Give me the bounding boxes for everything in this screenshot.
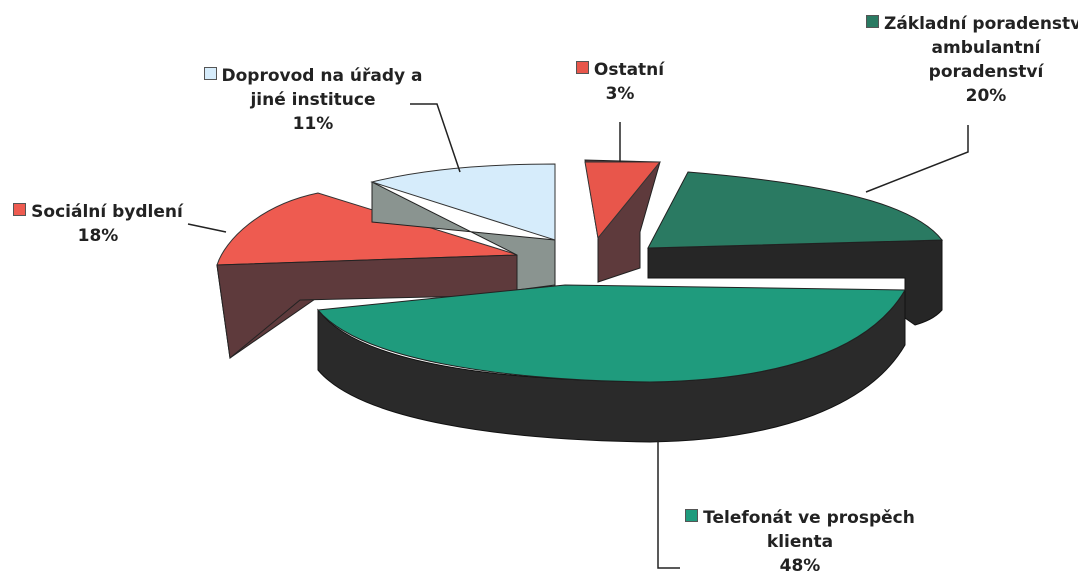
label-ostatni-value: 3% <box>605 84 635 104</box>
label-zakladni-value: 20% <box>965 86 1007 106</box>
leader-line-telefonat <box>657 440 680 569</box>
pie-slice-ostatni <box>584 159 662 283</box>
legend-swatch-telefonat <box>685 509 699 522</box>
label-socialni-value: 18% <box>77 226 119 246</box>
pie-slice-doprovod <box>370 163 556 291</box>
label-zakladni-line2: ambulantní <box>931 38 1041 58</box>
data-label-telefonat: Telefonát ve prospěch klienta 48% <box>680 506 920 578</box>
label-doprovod-line1: Doprovod na úřady a <box>221 66 423 86</box>
legend-swatch-zakladni <box>866 15 879 28</box>
legend-swatch-doprovod <box>203 67 217 80</box>
label-doprovod-value: 11% <box>292 114 334 134</box>
data-label-zakladni: Základní poradenství- ambulantní poraden… <box>866 12 1078 108</box>
data-label-ostatni: Ostatní 3% <box>560 58 680 106</box>
label-telefonat-line2: klienta <box>766 532 834 552</box>
label-zakladni-line3: poradenství <box>928 62 1044 82</box>
pie-slice-telefonat <box>317 284 906 443</box>
data-label-doprovod: Doprovod na úřady a jiné instituce 11% <box>198 64 428 136</box>
label-telefonat-value: 48% <box>779 556 821 576</box>
leader-lines <box>187 103 969 569</box>
label-ostatni-line1: Ostatní <box>593 60 665 80</box>
label-zakladni-line1: Základní poradenství- <box>884 14 1078 34</box>
label-telefonat-line1: Telefonát ve prospěch <box>703 508 915 528</box>
leader-line-socialni <box>187 223 227 233</box>
leader-line-doprovod <box>410 103 461 173</box>
leader-line-zakladni <box>865 125 969 193</box>
legend-swatch-ostatni <box>575 61 589 74</box>
pie-slice-socialni-bydleni <box>216 192 519 359</box>
data-label-socialni: Sociální bydlení 18% <box>8 200 188 248</box>
label-doprovod-line2: jiné instituce <box>250 90 376 110</box>
legend-swatch-socialni <box>13 203 27 216</box>
label-socialni-line1: Sociální bydlení <box>31 202 183 222</box>
